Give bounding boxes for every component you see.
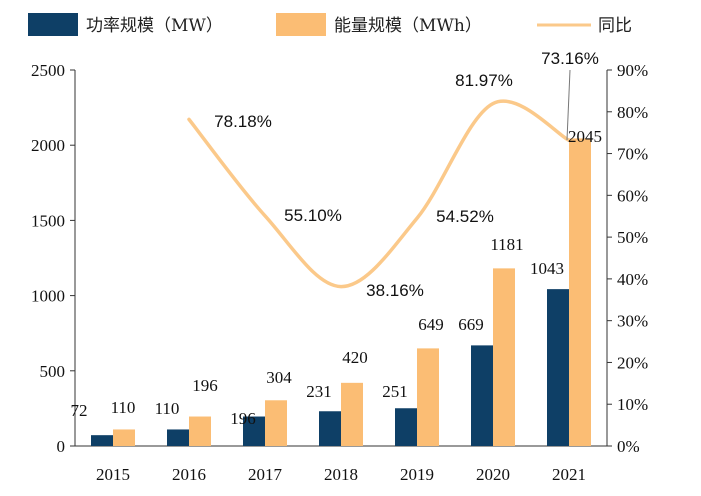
x-tick-label: 2015 (96, 465, 130, 484)
y-left-tick-label: 1500 (31, 211, 65, 230)
bar-power (91, 435, 113, 446)
legend-label-power: 功率规模（MW） (86, 16, 223, 36)
legend-label-growth: 同比 (598, 16, 632, 36)
y-right-tick-label: 0% (617, 437, 640, 456)
legend: 功率规模（MW） 能量规模（MWh） 同比 (28, 13, 632, 36)
growth-label: 54.52% (436, 207, 494, 226)
bar-energy-label: 2045 (568, 127, 602, 146)
bar-power (395, 408, 417, 446)
y-right-tick-label: 80% (617, 103, 648, 122)
bar-energy-label: 420 (342, 348, 368, 367)
bars (91, 138, 591, 446)
bar-energy-label: 1181 (490, 235, 523, 254)
bar-energy-label: 196 (192, 376, 218, 395)
bar-energy (417, 348, 439, 446)
x-tick-label: 2018 (324, 465, 358, 484)
y-right-tick-label: 20% (617, 353, 648, 372)
y-right-tick-label: 60% (617, 186, 648, 205)
bar-power-label: 1043 (530, 259, 564, 278)
bar-power (547, 289, 569, 446)
y-right-tick-label: 30% (617, 312, 648, 331)
bar-energy (493, 268, 515, 446)
growth-label: 78.18% (214, 112, 272, 131)
growth-label-leader (566, 69, 571, 141)
y-left-tick-label: 2000 (31, 136, 65, 155)
legend-swatch-energy (276, 13, 326, 36)
y-right-tick-label: 50% (617, 228, 648, 247)
growth-label: 55.10% (284, 206, 342, 225)
legend-label-energy: 能量规模（MWh） (334, 16, 482, 36)
x-tick-label: 2021 (552, 465, 586, 484)
legend-swatch-power (28, 13, 78, 36)
y-right-tick-label: 40% (617, 270, 648, 289)
x-tick-label: 2020 (476, 465, 510, 484)
growth-label: 81.97% (455, 71, 513, 90)
bar-power-label: 251 (382, 382, 408, 401)
bar-energy-label: 649 (418, 315, 444, 334)
growth-line (187, 99, 571, 289)
y-left-tick-label: 2500 (31, 61, 65, 80)
y-left-tick-label: 0 (57, 437, 66, 456)
bar-energy (113, 429, 135, 446)
y-right-tick-label: 90% (617, 61, 648, 80)
y-left-tick-label: 500 (40, 362, 66, 381)
bar-power (471, 345, 493, 446)
bar-power-label: 669 (458, 315, 484, 334)
bar-power-label: 231 (306, 382, 332, 401)
bar-power (167, 429, 189, 446)
bar-power (319, 411, 341, 446)
bar-power-label: 72 (71, 401, 88, 420)
axes: 0 500 1000 1500 2000 2500 0% 10% 20% 30% 40% 50% 60%… (31, 61, 648, 484)
bar-energy (569, 138, 591, 446)
bar-energy-label: 110 (111, 398, 136, 417)
bar-power-label: 196 (230, 409, 256, 428)
bar-energy-label: 304 (266, 368, 292, 387)
growth-label: 38.16% (366, 281, 424, 300)
x-tick-label: 2017 (248, 465, 283, 484)
bar-power-label: 110 (155, 399, 180, 418)
y-right-tick-label: 70% (617, 145, 648, 164)
growth-line-path (187, 99, 571, 289)
data-labels: 72 110 110 196 196 304 231 420 251 649 669 1181 1043… (71, 49, 603, 428)
bar-energy (341, 382, 363, 446)
growth-label: 73.16% (541, 49, 599, 68)
x-tick-label: 2016 (172, 465, 206, 484)
y-right-tick-label: 10% (617, 395, 648, 414)
bar-energy (189, 416, 211, 446)
bar-energy (265, 400, 287, 446)
bar-power (243, 416, 265, 446)
x-tick-label: 2019 (400, 465, 434, 484)
y-left-tick-label: 1000 (31, 287, 65, 306)
